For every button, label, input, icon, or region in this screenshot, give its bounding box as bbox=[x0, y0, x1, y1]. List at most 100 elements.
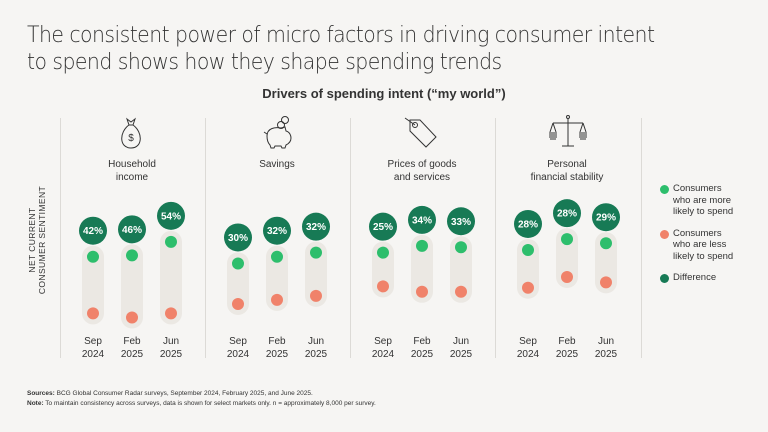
more-likely-dot bbox=[165, 235, 177, 248]
x-tick-year: 2025 bbox=[304, 349, 328, 360]
x-tick-month: Sep bbox=[519, 336, 537, 347]
x-tick-month: Jun bbox=[452, 336, 470, 347]
difference-label: 46% bbox=[122, 225, 142, 236]
range-pill bbox=[595, 232, 617, 294]
svg-text:$: $ bbox=[128, 133, 134, 144]
x-tick-label: Sep 2024 bbox=[508, 335, 548, 361]
difference-bubble bbox=[79, 216, 107, 245]
x-tick-label: Feb 2025 bbox=[112, 335, 152, 361]
legend-label-line: who are more bbox=[673, 194, 732, 206]
x-tick-month: Sep bbox=[374, 336, 392, 347]
x-tick-month: Sep bbox=[229, 336, 247, 347]
x-tick-month: Jun bbox=[307, 336, 325, 347]
legend: Consumers who are more likely to spend C… bbox=[660, 183, 760, 294]
legend-item-less-likely: Consumers who are less likely to spend bbox=[660, 228, 760, 263]
legend-label-line: Difference bbox=[673, 272, 717, 283]
difference-label: 29% bbox=[596, 213, 616, 224]
x-tick-label: Feb 2025 bbox=[402, 335, 442, 361]
more-likely-dot bbox=[600, 237, 612, 250]
x-tick-month: Feb bbox=[268, 336, 286, 347]
difference-bubble bbox=[263, 216, 291, 245]
x-tick-year: 2025 bbox=[159, 349, 183, 360]
legend-swatch-dark-green bbox=[660, 274, 669, 283]
legend-label-line: Consumers bbox=[673, 227, 722, 239]
less-likely-dot bbox=[126, 311, 138, 324]
divider bbox=[205, 118, 206, 358]
x-tick-year: 2025 bbox=[449, 349, 473, 360]
legend-label-line: Consumers bbox=[673, 183, 722, 194]
difference-bubble bbox=[302, 212, 330, 241]
range-pill bbox=[372, 241, 394, 298]
difference-bubble bbox=[408, 205, 436, 234]
price-tag-icon bbox=[404, 117, 437, 148]
x-tick-year: 2025 bbox=[594, 349, 618, 360]
range-pill bbox=[411, 234, 433, 303]
difference-label: 32% bbox=[306, 222, 326, 233]
category-label-household-income: Household income bbox=[72, 158, 192, 184]
less-likely-dot bbox=[455, 285, 467, 298]
x-tick-year: 2024 bbox=[81, 349, 105, 360]
range-pill bbox=[305, 241, 327, 307]
x-tick-month: Sep bbox=[84, 336, 102, 347]
more-likely-dot bbox=[310, 246, 322, 259]
difference-bubble bbox=[514, 209, 542, 238]
difference-bubble bbox=[157, 201, 185, 230]
sources-label: Sources: bbox=[27, 390, 55, 397]
more-likely-dot bbox=[455, 241, 467, 254]
legend-label-line: who are less bbox=[673, 239, 727, 250]
x-tick-year: 2025 bbox=[555, 349, 579, 360]
divider bbox=[495, 118, 496, 358]
legend-swatch-orange bbox=[660, 229, 669, 239]
sources-text: BCG Global Consumer Radar surveys, Septe… bbox=[54, 390, 313, 397]
range-pill bbox=[121, 244, 143, 329]
divider bbox=[60, 118, 61, 358]
category-label-line: Personal bbox=[547, 159, 587, 170]
x-tick-year: 2024 bbox=[226, 349, 250, 360]
range-pill bbox=[450, 236, 472, 303]
difference-label: 34% bbox=[412, 215, 432, 226]
difference-label: 25% bbox=[373, 222, 393, 233]
footer: Sources: BCG Global Consumer Radar surve… bbox=[27, 389, 376, 408]
more-likely-dot bbox=[271, 250, 283, 263]
note-label: Note: bbox=[27, 399, 44, 407]
x-tick-label: Feb 2025 bbox=[547, 335, 587, 361]
x-tick-label: Sep 2024 bbox=[363, 335, 403, 361]
divider bbox=[641, 118, 642, 358]
more-likely-dot bbox=[522, 243, 534, 256]
difference-bubble bbox=[118, 215, 146, 244]
category-label-savings: Savings bbox=[217, 158, 337, 171]
difference-label: 28% bbox=[557, 209, 577, 220]
category-label-personal-financial-stability: Personal financial stability bbox=[507, 158, 627, 184]
x-tick-label: Jun 2025 bbox=[151, 335, 191, 361]
note-line: Note: To maintain consistency across sur… bbox=[27, 399, 376, 409]
less-likely-dot bbox=[600, 276, 612, 289]
difference-label: 32% bbox=[267, 226, 287, 237]
difference-label: 30% bbox=[228, 233, 248, 244]
x-tick-label: Sep 2024 bbox=[73, 335, 113, 361]
x-tick-label: Jun 2025 bbox=[296, 335, 336, 361]
range-pill bbox=[556, 228, 578, 288]
category-label-line: and services bbox=[393, 172, 451, 183]
chart-subtitle: Drivers of spending intent (“my world”) bbox=[262, 86, 506, 101]
x-tick-month: Feb bbox=[413, 336, 431, 347]
less-likely-dot bbox=[87, 307, 99, 320]
x-tick-month: Feb bbox=[558, 336, 576, 347]
x-tick-month: Feb bbox=[123, 336, 141, 347]
category-label-line: Household bbox=[108, 159, 156, 170]
difference-bubble bbox=[369, 212, 397, 241]
category-label-line: Prices of goods bbox=[387, 159, 457, 170]
more-likely-dot bbox=[126, 249, 138, 262]
x-tick-label: Jun 2025 bbox=[586, 335, 626, 361]
x-tick-year: 2025 bbox=[120, 349, 144, 360]
difference-bubble bbox=[447, 207, 475, 236]
less-likely-dot bbox=[165, 307, 177, 320]
difference-label: 28% bbox=[518, 219, 538, 230]
x-tick-label: Sep 2024 bbox=[218, 335, 258, 361]
less-likely-dot bbox=[561, 270, 573, 283]
legend-label-line: likely to spend bbox=[673, 250, 734, 262]
divider bbox=[350, 118, 351, 358]
more-likely-dot bbox=[232, 257, 244, 270]
category-label-line: financial stability bbox=[530, 172, 604, 183]
difference-label: 54% bbox=[161, 211, 181, 222]
